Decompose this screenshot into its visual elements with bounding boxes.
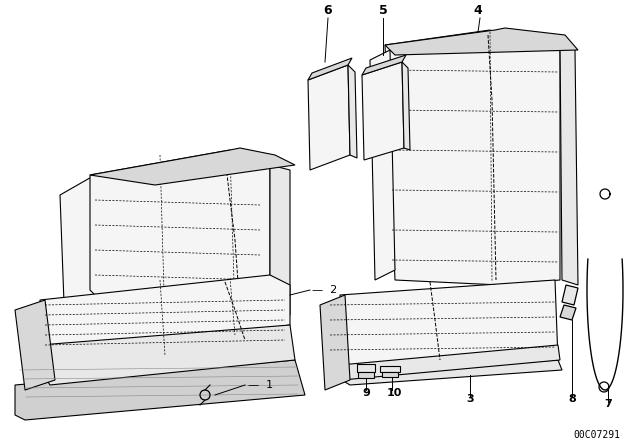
Polygon shape xyxy=(270,165,290,315)
Polygon shape xyxy=(340,345,560,380)
Polygon shape xyxy=(560,305,576,320)
Polygon shape xyxy=(320,295,350,390)
Polygon shape xyxy=(362,62,404,160)
Text: 9: 9 xyxy=(362,388,370,398)
Polygon shape xyxy=(358,372,374,378)
Text: —  1: — 1 xyxy=(248,380,273,390)
Polygon shape xyxy=(15,300,55,390)
Polygon shape xyxy=(15,360,305,420)
Polygon shape xyxy=(308,58,352,80)
Polygon shape xyxy=(380,366,400,372)
Polygon shape xyxy=(382,372,398,377)
Polygon shape xyxy=(90,150,270,330)
Polygon shape xyxy=(90,148,295,185)
Text: 6: 6 xyxy=(324,4,332,17)
Polygon shape xyxy=(60,175,100,330)
Text: 10: 10 xyxy=(387,388,402,398)
Polygon shape xyxy=(385,30,560,285)
Text: 8: 8 xyxy=(568,394,576,404)
Polygon shape xyxy=(40,275,290,355)
Polygon shape xyxy=(385,28,578,55)
Polygon shape xyxy=(370,50,395,280)
Polygon shape xyxy=(308,65,350,170)
Text: 4: 4 xyxy=(474,4,483,17)
Polygon shape xyxy=(345,360,562,385)
Polygon shape xyxy=(362,55,406,75)
Text: 3: 3 xyxy=(466,394,474,404)
Text: 7: 7 xyxy=(604,399,612,409)
Text: 5: 5 xyxy=(379,4,387,17)
Polygon shape xyxy=(402,62,410,150)
Polygon shape xyxy=(357,364,375,372)
Polygon shape xyxy=(40,325,295,385)
Text: —  2: — 2 xyxy=(312,285,337,295)
Polygon shape xyxy=(562,285,578,305)
Polygon shape xyxy=(560,40,578,285)
Text: 00C07291: 00C07291 xyxy=(573,430,620,440)
Polygon shape xyxy=(348,65,357,158)
Polygon shape xyxy=(340,280,558,375)
